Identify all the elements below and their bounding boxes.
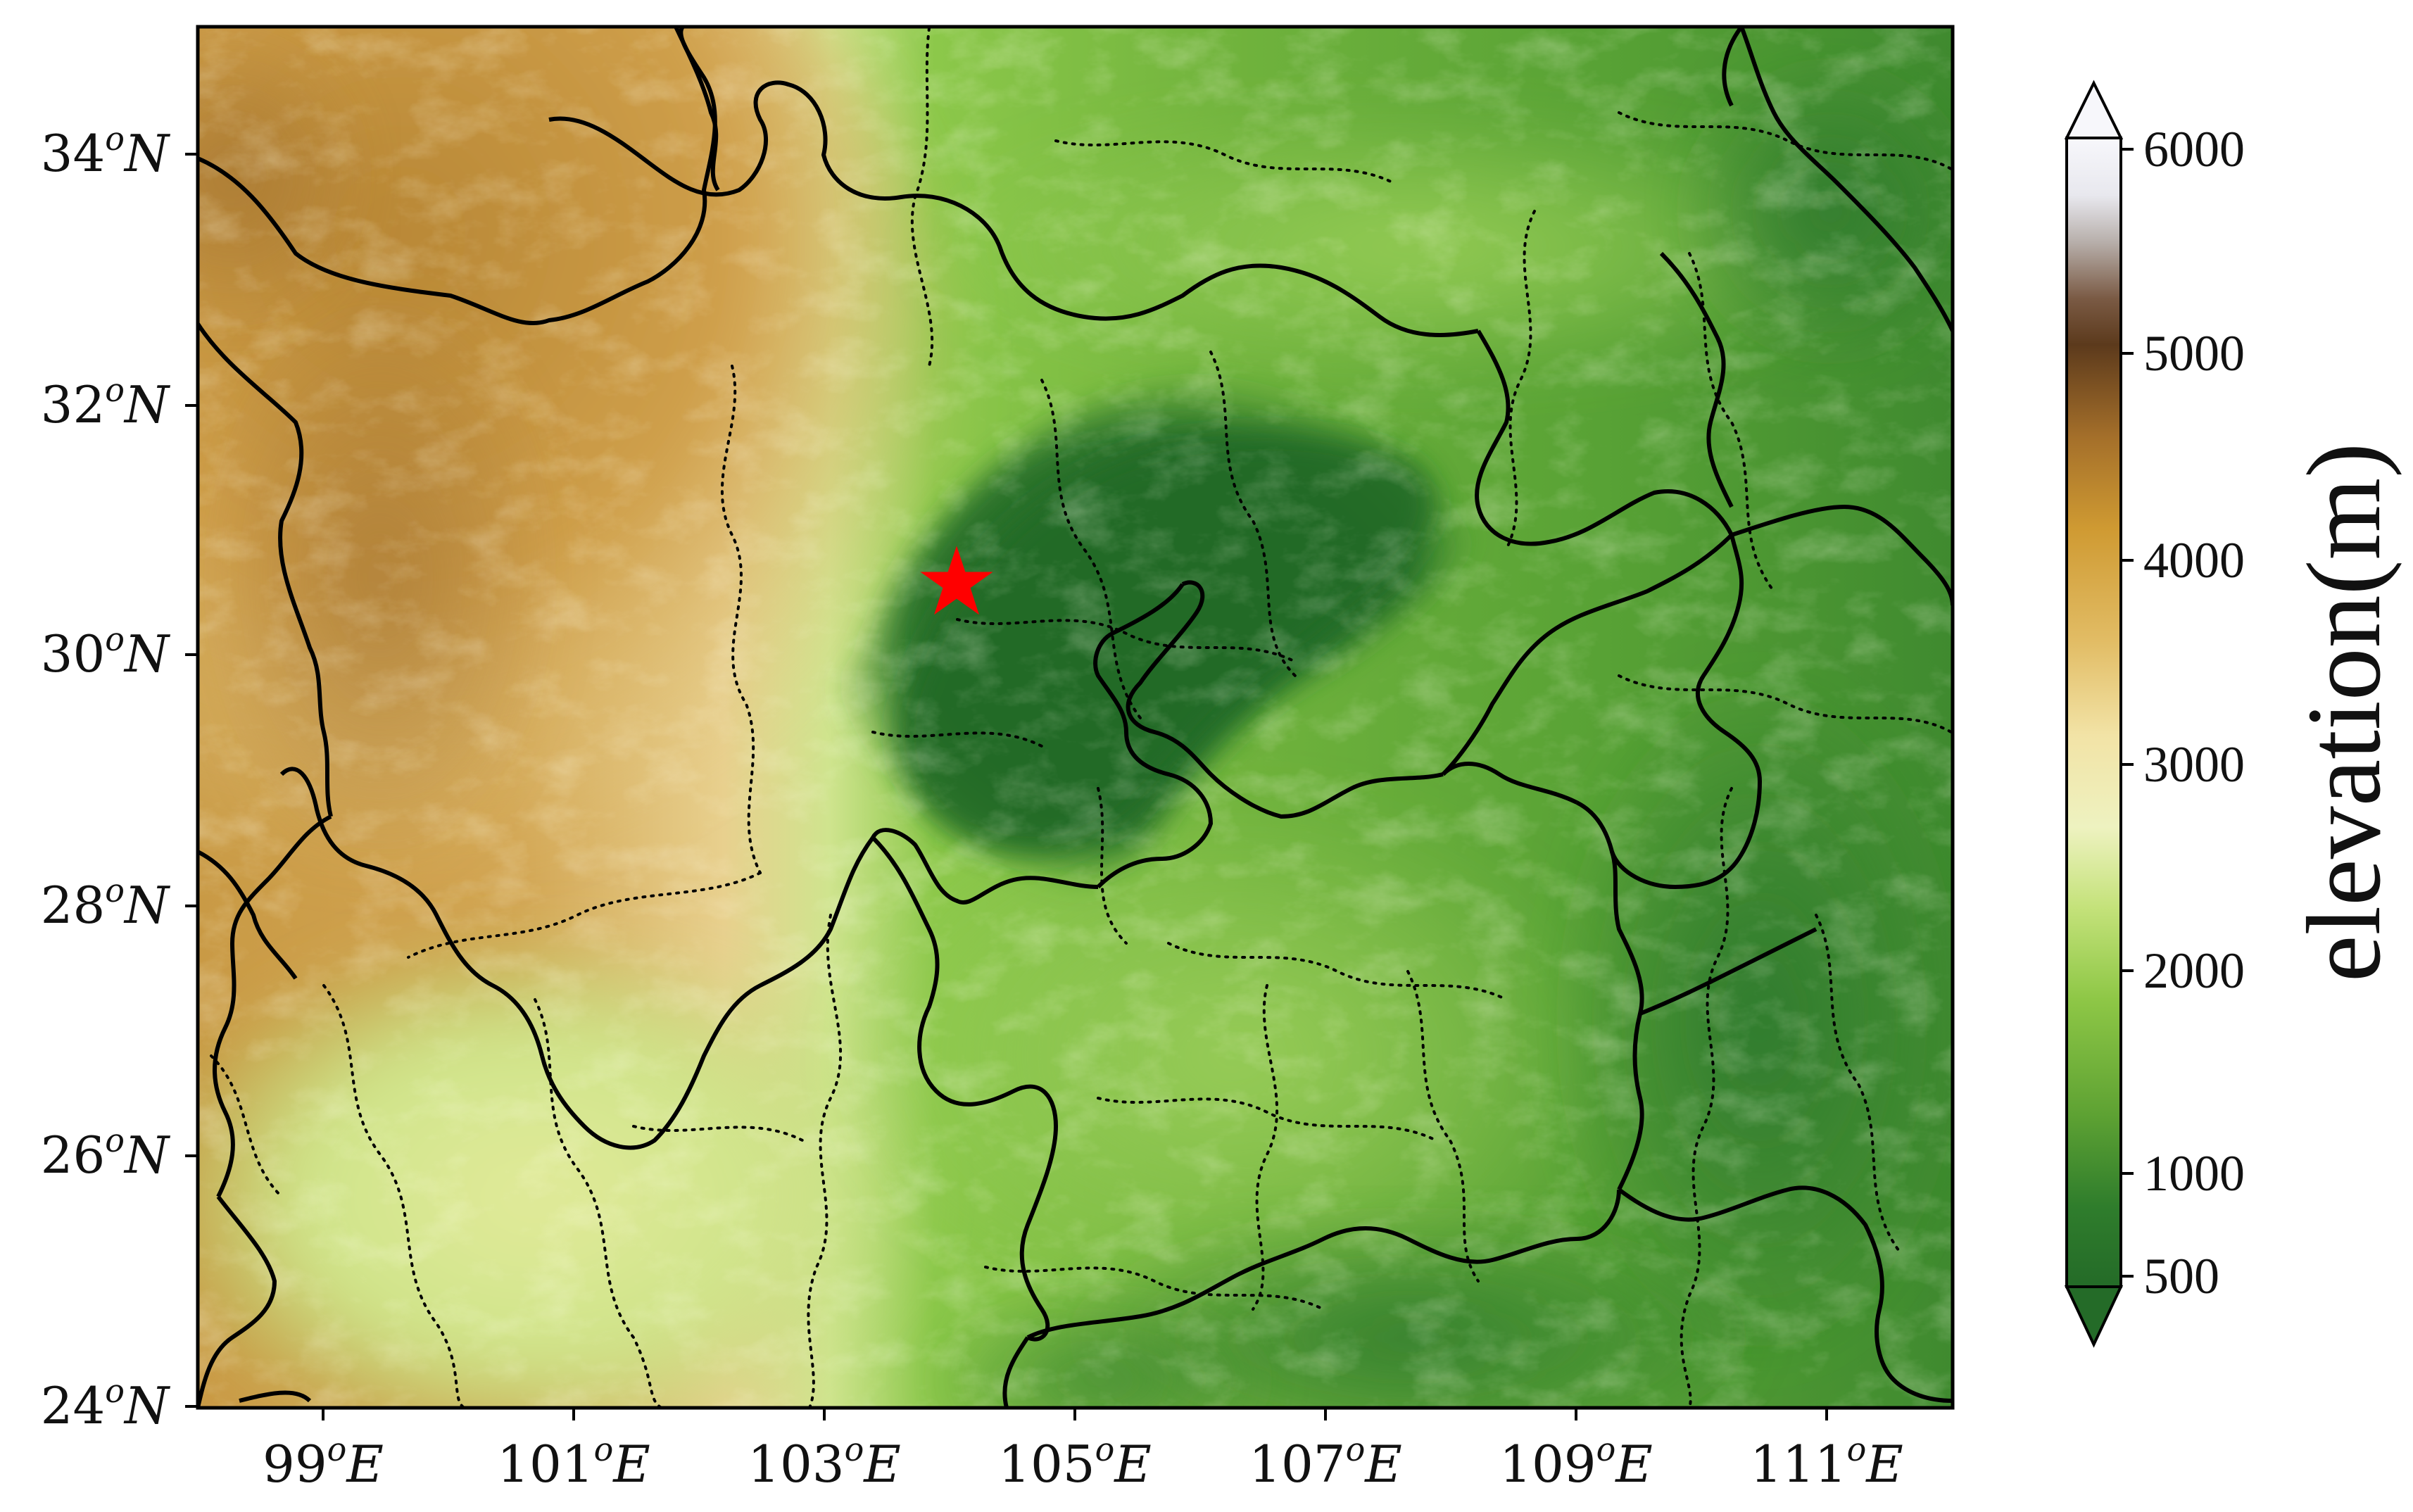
lat-tick-label: 34oN — [41, 120, 171, 183]
provincial-boundaries — [198, 27, 1953, 1408]
colorbar-tick-label: 1000 — [2143, 1145, 2245, 1202]
terrain-texture — [198, 27, 1953, 1408]
lat-tick-label: 32oN — [41, 371, 171, 434]
colorbar-ticks — [2121, 148, 2134, 1278]
site-marker-star — [920, 546, 993, 615]
map-panel — [198, 27, 1953, 1408]
colorbar-extend-bottom — [2064, 1285, 2124, 1348]
lon-tick-label: 101oE — [497, 1430, 650, 1494]
longitude-axis: 99oE 101oE 103oE 105oE 107oE 109oE 111oE — [263, 1408, 1903, 1494]
latitude-axis: 24oN 26oN 28oN 30oN 32oN 34oN — [41, 120, 198, 1435]
lon-tick-label: 99oE — [263, 1430, 384, 1494]
prefectural-boundaries — [210, 27, 1953, 1408]
lat-tick-label: 30oN — [41, 620, 171, 683]
colorbar-tick-label: 2000 — [2143, 943, 2245, 999]
colorbar-tick-label: 500 — [2143, 1248, 2219, 1304]
colorbar: 500 1000 2000 3000 4000 5000 6000 elevat… — [2064, 80, 2402, 1348]
colorbar-tick-label: 5000 — [2143, 325, 2245, 382]
lon-tick-label: 109oE — [1499, 1430, 1653, 1494]
lon-tick-label: 111oE — [1750, 1430, 1903, 1494]
lon-tick-label: 103oE — [748, 1430, 901, 1494]
lon-tick-label: 105oE — [998, 1430, 1152, 1494]
colorbar-tick-label: 4000 — [2143, 532, 2245, 588]
colorbar-tick-label: 6000 — [2143, 121, 2245, 177]
lon-tick-label: 107oE — [1249, 1430, 1402, 1494]
colorbar-tick-label: 3000 — [2143, 736, 2245, 793]
lat-tick-label: 28oN — [41, 871, 171, 935]
colorbar-extend-top — [2064, 80, 2124, 139]
colorbar-ramp — [2065, 137, 2122, 1288]
lat-tick-label: 26oN — [41, 1121, 171, 1185]
lat-tick-label: 24oN — [41, 1372, 171, 1435]
colorbar-title: elevation(m) — [2286, 443, 2402, 982]
